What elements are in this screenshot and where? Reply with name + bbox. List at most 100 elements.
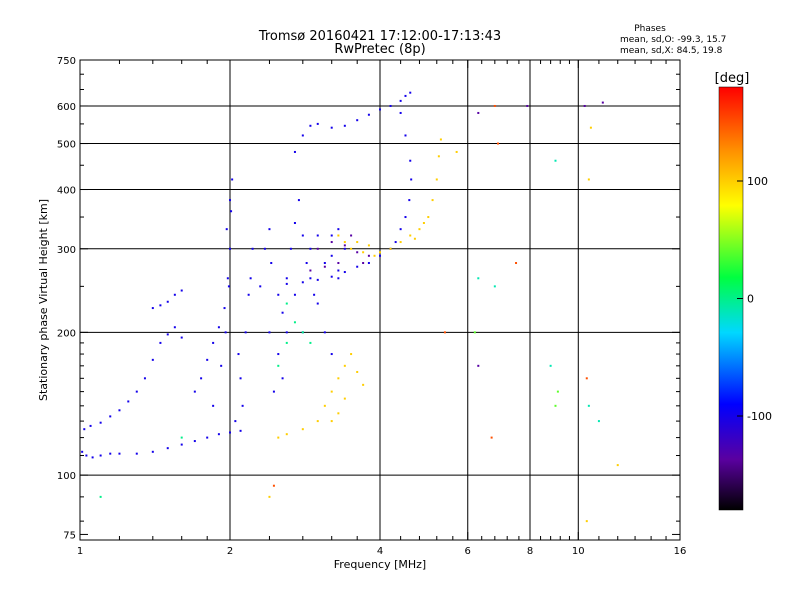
data-point	[301, 234, 304, 237]
data-point	[409, 159, 412, 162]
data-point	[337, 269, 340, 272]
data-point	[367, 113, 370, 116]
data-point	[244, 331, 247, 334]
data-point	[601, 101, 604, 104]
data-point	[437, 155, 440, 158]
data-point	[309, 247, 312, 250]
data-point	[556, 390, 559, 393]
data-point	[272, 484, 275, 487]
data-point	[409, 91, 412, 94]
data-point	[173, 293, 176, 296]
data-point	[356, 265, 359, 268]
data-point	[493, 104, 496, 107]
data-point	[277, 293, 280, 296]
data-point	[212, 341, 215, 344]
data-point	[554, 404, 557, 407]
data-point	[293, 321, 296, 324]
data-point	[490, 436, 493, 439]
data-point	[373, 254, 376, 257]
data-point	[91, 456, 94, 459]
data-point	[316, 234, 319, 237]
data-point	[285, 282, 288, 285]
x-tick-label: 16	[674, 546, 687, 557]
data-point	[316, 302, 319, 305]
data-point	[337, 262, 340, 265]
data-point	[285, 302, 288, 305]
data-point	[206, 358, 209, 361]
data-point	[143, 377, 146, 380]
axis-ticks: 1 2 4 6 8 10 16 75 100 200 300 400 500 600 750	[57, 56, 686, 557]
data-point	[268, 331, 271, 334]
data-point	[379, 108, 381, 111]
data-point	[239, 429, 242, 432]
data-point	[410, 178, 413, 181]
data-point	[394, 241, 397, 244]
data-point	[99, 454, 102, 457]
data-point	[554, 159, 557, 162]
y-tick-label: 75	[63, 530, 76, 541]
data-point	[389, 104, 392, 107]
data-point	[200, 377, 203, 380]
data-point	[337, 377, 340, 380]
data-point	[477, 277, 480, 280]
data-point	[180, 436, 183, 439]
data-point	[443, 331, 446, 334]
y-tick-label: 200	[57, 328, 76, 339]
data-point	[309, 269, 312, 272]
data-point	[362, 383, 365, 386]
data-point	[350, 234, 353, 237]
data-point	[356, 241, 359, 244]
data-point	[323, 262, 326, 265]
data-point	[389, 247, 392, 250]
data-point	[330, 126, 333, 129]
data-point	[99, 495, 102, 498]
data-point	[549, 364, 552, 367]
data-point	[229, 247, 231, 250]
data-point	[305, 262, 308, 265]
data-point	[301, 281, 304, 284]
data-point	[330, 353, 333, 356]
data-point	[343, 124, 346, 127]
data-point	[404, 134, 407, 137]
data-point	[337, 228, 340, 231]
colorbar-tick-label: -100	[747, 410, 772, 423]
data-point	[297, 199, 300, 202]
colorbar-ticks: 100 0 -100	[737, 175, 772, 423]
data-point	[301, 134, 304, 137]
x-tick-label: 2	[227, 546, 233, 557]
data-point	[220, 364, 223, 367]
data-point	[237, 353, 240, 356]
data-point	[404, 94, 407, 97]
x-axis-label: Frequency [MHz]	[334, 558, 426, 571]
data-point	[293, 293, 296, 296]
data-point	[263, 247, 266, 250]
data-point	[477, 364, 480, 367]
data-point	[343, 244, 346, 247]
data-point	[399, 228, 402, 231]
data-point	[477, 111, 480, 114]
data-point	[585, 377, 588, 380]
data-point	[272, 390, 275, 393]
data-point	[173, 326, 176, 329]
data-point	[330, 275, 333, 278]
colorbar-tick-label: 0	[747, 293, 754, 306]
data-point	[473, 331, 476, 334]
data-point	[316, 247, 319, 250]
info-heading: Phases	[634, 24, 666, 34]
data-point	[285, 277, 288, 280]
data-point	[166, 300, 169, 303]
y-tick-label: 100	[57, 471, 76, 482]
data-point	[330, 241, 333, 244]
data-point	[180, 289, 183, 292]
data-point	[85, 454, 88, 457]
data-point	[301, 428, 304, 431]
data-point	[343, 241, 346, 244]
data-point	[247, 293, 250, 296]
data-point	[616, 464, 619, 467]
data-point	[270, 262, 273, 265]
data-point	[180, 443, 183, 446]
data-point	[356, 251, 359, 254]
data-point	[227, 285, 230, 288]
data-point	[367, 244, 370, 247]
